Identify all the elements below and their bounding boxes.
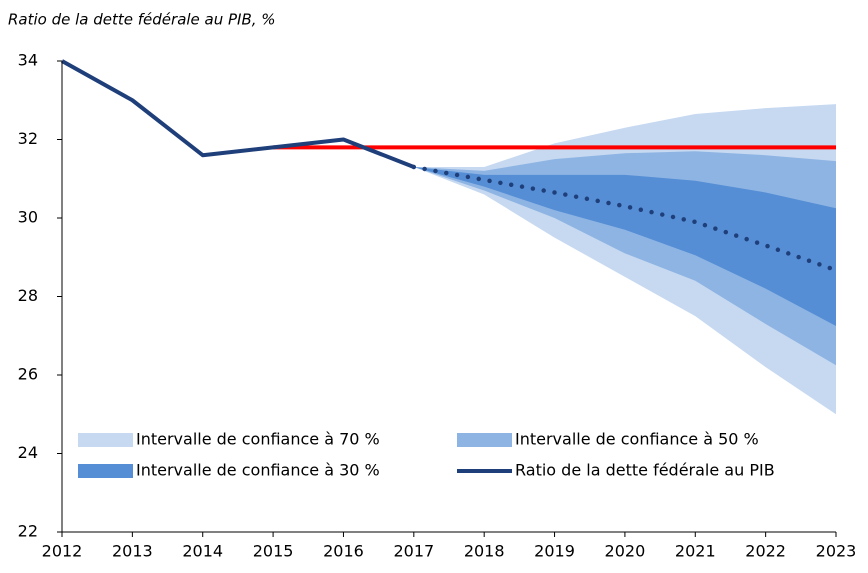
x-tick-label: 2015 [253,542,294,561]
x-tick-label: 2022 [745,542,786,561]
confidence-band [413,166,836,326]
x-tick-label: 2021 [675,542,716,561]
y-tick-label: 22 [18,522,38,541]
y-tick-label: 34 [18,51,38,70]
legend-swatch [78,464,133,478]
x-tick-label: 2013 [112,542,153,561]
legend-label: Ratio de la dette fédérale au PIB [515,461,775,480]
y-tick-label: 32 [18,129,38,148]
x-tick-label: 2017 [393,542,434,561]
legend-label: Intervalle de confiance à 30 % [136,461,380,480]
x-tick-label: 2023 [816,542,857,561]
legend-label: Intervalle de confiance à 70 % [136,430,380,449]
x-tick-label: 2016 [323,542,364,561]
legend-swatch [78,433,133,447]
x-tick-label: 2014 [182,542,223,561]
x-tick-label: 2020 [605,542,646,561]
y-tick-label: 24 [18,443,38,462]
legend-swatch [457,433,512,447]
legend-label: Intervalle de confiance à 50 % [515,430,759,449]
x-tick-label: 2019 [534,542,575,561]
y-tick-label: 28 [18,286,38,305]
y-tick-label: 30 [18,208,38,227]
y-tick-label: 26 [18,365,38,384]
x-tick-label: 2018 [464,542,505,561]
x-tick-label: 2012 [42,542,83,561]
debt-line [61,59,415,169]
chart-title: Ratio de la dette fédérale au PIB, % [8,11,276,29]
debt-forecast-line [411,164,839,273]
